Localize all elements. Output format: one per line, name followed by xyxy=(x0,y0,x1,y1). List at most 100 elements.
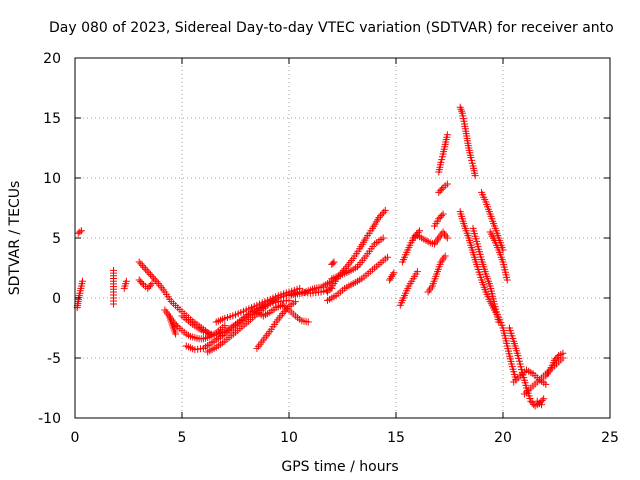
data-point xyxy=(435,188,443,196)
x-tick-label: 20 xyxy=(494,430,512,446)
y-tick-label: 15 xyxy=(43,111,61,127)
x-tick-labels: 0 5 10 15 20 25 xyxy=(71,430,619,446)
data-point xyxy=(150,274,158,282)
data-point xyxy=(381,206,389,214)
series-s22 xyxy=(398,227,424,266)
series-s24 xyxy=(424,252,449,296)
data-point xyxy=(527,397,535,405)
series-s25 xyxy=(431,210,447,230)
series-s3 xyxy=(110,266,118,308)
data-point xyxy=(135,258,143,266)
series-s13 xyxy=(253,298,299,352)
data-point xyxy=(441,252,449,260)
y-axis-label: SDTVAR / TECUs xyxy=(7,181,23,296)
x-tick-label: 15 xyxy=(387,430,405,446)
data-point xyxy=(386,276,394,284)
data-point xyxy=(137,278,145,286)
data-point xyxy=(388,272,396,280)
y-tick-label: 5 xyxy=(52,231,61,247)
data-point xyxy=(443,131,451,139)
x-tick-label: 0 xyxy=(71,430,80,446)
data-point xyxy=(78,277,86,285)
series-s31 xyxy=(478,188,507,254)
data-point xyxy=(550,356,558,364)
data-point xyxy=(329,259,337,267)
data-point xyxy=(143,267,151,275)
data-point xyxy=(172,330,180,338)
series-s28 xyxy=(456,103,479,180)
data-point xyxy=(140,263,148,271)
data-point xyxy=(148,280,156,288)
data-point xyxy=(147,281,155,289)
data-point xyxy=(438,185,446,193)
data-point xyxy=(553,353,561,361)
data-point xyxy=(387,274,395,282)
data-point xyxy=(538,401,546,409)
data-point xyxy=(279,310,287,318)
series-s19 xyxy=(328,258,338,268)
data-point xyxy=(76,228,84,236)
data-point xyxy=(135,276,143,284)
data-point xyxy=(376,212,384,220)
data-points xyxy=(73,103,567,410)
y-tick-label: 10 xyxy=(43,171,61,187)
data-point xyxy=(110,266,118,274)
chart-title: Day 080 of 2023, Sidereal Day-to-day VTE… xyxy=(49,20,614,36)
series-s14 xyxy=(253,301,312,326)
y-tick-label: 20 xyxy=(43,51,61,67)
data-point xyxy=(137,260,145,268)
data-point xyxy=(540,395,548,403)
series-s1 xyxy=(74,227,85,237)
data-point xyxy=(379,234,387,242)
data-point xyxy=(291,298,299,306)
series-s18 xyxy=(324,253,391,304)
data-point xyxy=(77,227,85,235)
data-point xyxy=(378,210,386,218)
data-point xyxy=(380,208,388,216)
data-point xyxy=(542,380,550,388)
data-point xyxy=(341,265,349,273)
series-s4 xyxy=(120,277,130,292)
data-point xyxy=(443,180,451,188)
data-point xyxy=(439,210,447,218)
data-point xyxy=(389,271,397,279)
data-point xyxy=(436,187,444,195)
x-axis-label: GPS time / hours xyxy=(281,459,398,475)
data-point xyxy=(383,253,391,261)
axis-ticks xyxy=(74,57,611,419)
series-s21 xyxy=(396,268,421,309)
series-s20 xyxy=(386,269,398,284)
data-point xyxy=(145,269,153,277)
data-point xyxy=(138,262,146,270)
data-point xyxy=(375,214,383,222)
series-s17 xyxy=(328,234,387,283)
data-point xyxy=(330,258,338,266)
series-s23 xyxy=(409,228,451,248)
series-s6 xyxy=(135,276,156,292)
grid xyxy=(75,58,610,418)
data-point xyxy=(416,227,424,235)
y-tick-label: -10 xyxy=(38,411,61,427)
y-tick-label: 0 xyxy=(52,291,61,307)
data-point xyxy=(413,268,421,276)
data-point xyxy=(390,269,398,277)
data-point xyxy=(438,212,446,220)
data-point xyxy=(138,279,146,287)
data-point xyxy=(151,276,159,284)
y-tick-labels: -10 -5 0 5 10 15 20 xyxy=(38,51,61,427)
data-point xyxy=(471,172,479,180)
series-s27 xyxy=(435,131,451,176)
series-s26 xyxy=(435,180,451,196)
series-s12 xyxy=(212,284,304,326)
data-point xyxy=(414,228,422,236)
x-tick-label: 5 xyxy=(178,430,187,446)
data-point xyxy=(142,265,150,273)
data-point xyxy=(528,399,536,407)
series-s10 xyxy=(182,284,336,354)
series-s37 xyxy=(533,397,546,409)
series-s11 xyxy=(204,301,272,356)
data-point xyxy=(435,215,443,223)
data-point xyxy=(559,349,567,357)
data-point xyxy=(304,318,312,326)
x-tick-label: 10 xyxy=(280,430,298,446)
